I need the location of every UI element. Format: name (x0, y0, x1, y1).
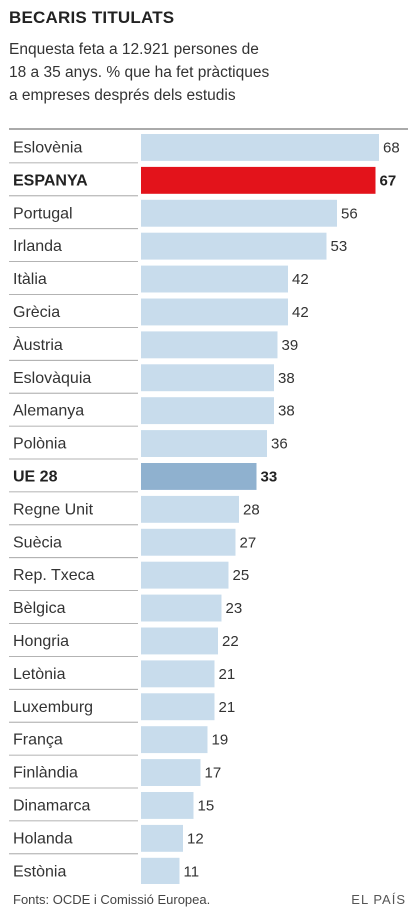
bar-eslovaquia (141, 364, 274, 392)
category-label: Grècia (13, 304, 60, 321)
bar-ue-28 (141, 463, 257, 490)
category-label: Hongria (13, 633, 69, 650)
bar-hongria (141, 627, 218, 655)
value-label: 38 (278, 403, 295, 420)
category-label: Regne Unit (13, 501, 94, 518)
bar-finlandia (141, 759, 201, 786)
value-label: 11 (184, 863, 200, 880)
category-label: Dinamarca (13, 797, 90, 814)
bar-regne-unit (141, 495, 239, 523)
value-label: 21 (219, 699, 236, 716)
category-label: Itàlia (13, 271, 47, 288)
publisher-logo: EL PAÍS (351, 892, 406, 907)
bar-letonia (141, 660, 215, 688)
subtitle-line: 18 a 35 anys. % que ha fet pràctiques (9, 64, 270, 81)
category-label: Holanda (13, 830, 73, 847)
value-label: 15 (198, 797, 215, 814)
value-label: 33 (261, 468, 278, 485)
value-label: 22 (222, 633, 239, 650)
value-label: 39 (282, 337, 299, 354)
value-label: 17 (205, 765, 222, 782)
bar-grecia (141, 298, 288, 326)
value-label: 67 (380, 172, 397, 189)
category-label: Alemanya (13, 403, 84, 420)
category-label: Àustria (13, 335, 63, 354)
value-label: 68 (383, 139, 400, 156)
bar-belgica (141, 594, 222, 622)
chart-subtitle: Enquesta feta a 12.921 persones de 18 a … (9, 38, 409, 107)
value-label: 21 (219, 666, 236, 683)
category-label: Rep. Txeca (13, 567, 95, 584)
value-label: 28 (243, 501, 260, 518)
category-label: ESPANYA (13, 172, 88, 189)
category-label: UE 28 (13, 468, 58, 485)
category-label: Letònia (13, 666, 66, 683)
value-label: 42 (292, 304, 309, 321)
bar-alemanya (141, 397, 274, 425)
bar-suecia (141, 528, 236, 556)
category-label: Portugal (13, 205, 73, 222)
category-label: Luxemburg (13, 699, 93, 716)
category-label: França (13, 732, 63, 749)
value-label: 19 (212, 732, 229, 749)
bar-franca (141, 726, 208, 754)
bar-luxemburg (141, 693, 215, 721)
category-label: Eslovàquia (13, 370, 91, 387)
chart-title: BECARIS TITULATS (9, 8, 175, 27)
bar-italia (141, 265, 288, 293)
source-note: Fonts: OCDE i Comissió Europea. (13, 892, 211, 907)
value-label: 56 (341, 205, 358, 222)
bar-irlanda (141, 232, 327, 260)
value-label: 38 (278, 370, 295, 387)
bar-austria (141, 331, 278, 359)
category-label: Polònia (13, 436, 66, 453)
category-label: Suècia (13, 534, 62, 551)
value-label: 27 (240, 534, 257, 551)
value-label: 42 (292, 271, 309, 288)
bar-eslovenia (141, 134, 379, 161)
bar-dinamarca (141, 792, 194, 819)
bar-espanya (141, 166, 376, 194)
value-label: 23 (226, 600, 243, 617)
value-label: 25 (233, 567, 250, 584)
category-label: Eslovènia (13, 139, 82, 156)
subtitle-line: a empreses després dels estudis (9, 87, 236, 104)
value-label: 12 (187, 830, 204, 847)
bar-holanda (141, 824, 183, 852)
bar-rep-txeca (141, 561, 229, 589)
category-label: Bèlgica (13, 600, 66, 617)
category-label: Estònia (13, 863, 66, 880)
category-label: Finlàndia (13, 765, 78, 782)
value-label: 36 (271, 436, 288, 453)
bar-portugal (141, 199, 337, 227)
value-label: 53 (331, 238, 348, 255)
category-label: Irlanda (13, 238, 62, 255)
subtitle-line: Enquesta feta a 12.921 persones de (9, 41, 259, 58)
bar-chart: Eslovènia 68 ESPANYA 67 Portugal 56 Irlanda 53 I… (9, 128, 408, 884)
bar-estonia (141, 857, 180, 884)
bar-polonia (141, 430, 267, 457)
